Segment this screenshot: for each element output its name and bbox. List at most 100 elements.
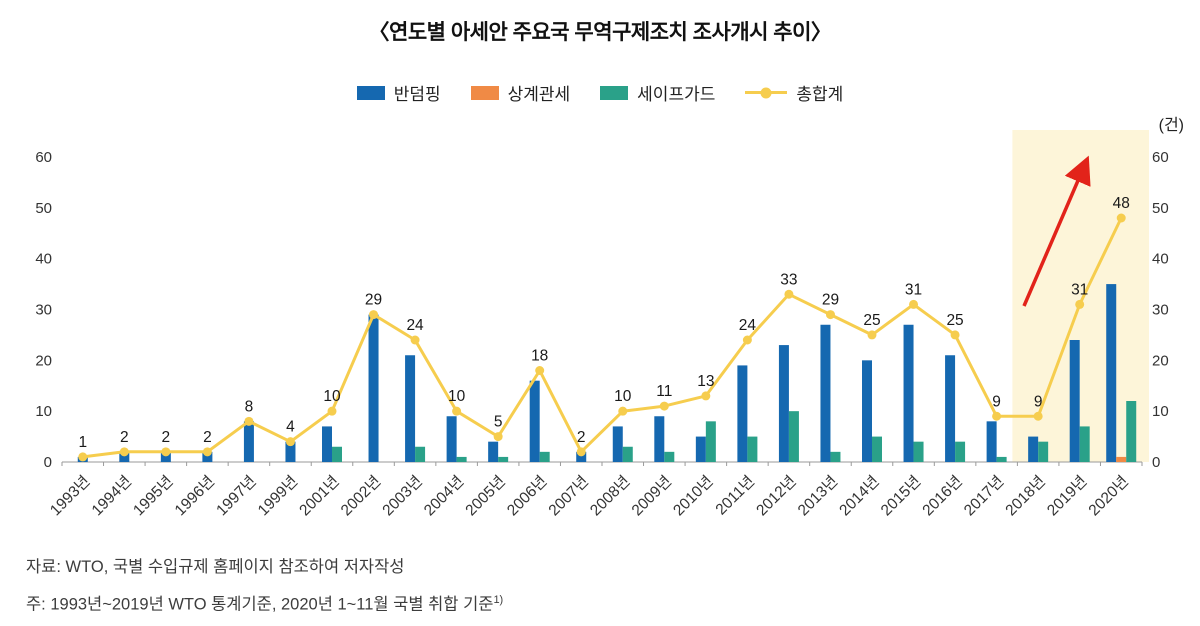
bar-반덤핑-2004년	[446, 416, 457, 462]
bar-상계관세-2020년	[1116, 456, 1127, 462]
legend-item-0: 반덤핑	[356, 80, 441, 105]
bar-세이프가드-2017년	[996, 456, 1007, 462]
total-data-label: 9	[992, 393, 1001, 410]
total-line-point	[327, 406, 337, 416]
axis-unit-label: (건)	[1158, 117, 1184, 134]
total-line-point	[992, 411, 1002, 421]
x-axis-label: 1995년	[129, 472, 176, 519]
bar-반덤핑-2001년	[322, 426, 332, 462]
legend-label: 반덤핑	[393, 85, 441, 104]
y-axis-tick-label-right: 40	[1152, 251, 1169, 268]
total-data-label: 29	[822, 292, 839, 309]
total-data-label: 13	[697, 373, 714, 390]
total-line-point	[1075, 299, 1085, 309]
total-line-point	[825, 310, 835, 320]
bar-세이프가드-2005년	[498, 456, 509, 462]
bar-세이프가드-2014년	[872, 436, 882, 462]
bar-세이프가드-2008년	[622, 446, 633, 462]
y-axis-tick-label-right: 10	[1152, 403, 1169, 420]
bar-반덤핑-2020년	[1106, 284, 1117, 462]
bar-세이프가드-2015년	[913, 441, 924, 462]
x-axis-label: 2001년	[296, 472, 343, 519]
x-axis-label: 2010년	[669, 472, 716, 519]
total-line-point	[535, 366, 545, 375]
x-axis-label: 2020년	[1085, 472, 1132, 519]
bar-반덤핑-2015년	[903, 324, 914, 462]
bar-반덤핑-2012년	[778, 345, 789, 462]
bar-반덤핑-2006년	[529, 380, 540, 462]
bar-반덤핑-2010년	[695, 436, 706, 462]
bar-세이프가드-2019년	[1079, 426, 1090, 462]
bar-반덤핑-2008년	[612, 426, 623, 462]
x-axis-label: 2015년	[877, 472, 924, 519]
total-data-label: 18	[531, 348, 548, 365]
bar-세이프가드-2020년	[1126, 401, 1137, 462]
bar-반덤핑-1997년	[243, 421, 254, 462]
x-axis-label: 1993년	[46, 472, 93, 519]
bar-반덤핑-2018년	[1028, 436, 1039, 462]
basis-note-text: 주: 1993년~2019년 WTO 통계기준, 2020년 1~11월 국별 …	[26, 595, 494, 614]
total-data-label: 33	[780, 271, 797, 288]
total-line-point	[119, 447, 129, 457]
total-line-point	[950, 330, 960, 340]
y-axis-tick-label-left: 50	[35, 200, 52, 217]
x-axis-label: 1999년	[254, 472, 301, 519]
y-axis-tick-label-left: 40	[35, 251, 52, 268]
total-line-point	[369, 310, 379, 320]
bar-반덤핑-2013년	[820, 324, 831, 462]
total-line-point	[1116, 213, 1126, 223]
total-line-point	[909, 299, 919, 309]
x-axis-label: 2007년	[545, 472, 592, 519]
bar-반덤핑-2005년	[488, 441, 499, 462]
legend-item-3: 총합계	[745, 80, 843, 105]
legend-line-marker-icon	[745, 87, 788, 98]
total-data-label: 25	[863, 312, 880, 329]
total-data-label: 11	[656, 383, 672, 400]
bar-반덤핑-1999년	[285, 441, 296, 462]
total-data-label: 10	[323, 388, 341, 405]
x-axis-label: 2016년	[919, 472, 966, 519]
y-axis-tick-label-right: 30	[1152, 302, 1169, 319]
x-axis-label: 2012년	[753, 472, 800, 519]
total-data-label: 2	[577, 429, 586, 446]
bar-반덤핑-1995년	[160, 451, 171, 462]
bar-세이프가드-2003년	[415, 446, 426, 462]
legend-swatch-icon	[470, 85, 499, 100]
total-line-point	[659, 401, 669, 411]
total-data-label: 2	[120, 429, 129, 446]
total-line-point	[618, 406, 628, 416]
total-data-label: 5	[494, 414, 503, 431]
bar-세이프가드-2004년	[456, 456, 467, 462]
total-data-label: 9	[1034, 393, 1043, 410]
x-axis-label: 2009년	[628, 472, 675, 519]
bar-세이프가드-2011년	[747, 436, 758, 462]
y-axis-tick-label-right: 0	[1152, 454, 1160, 471]
chart-legend: 반덤핑 상계관세 세이프가드 총합계	[0, 80, 1200, 105]
y-axis-tick-label-left: 60	[35, 149, 52, 166]
bar-반덤핑-1996년	[202, 451, 213, 462]
total-data-label: 29	[365, 292, 382, 309]
bar-세이프가드-2018년	[1038, 441, 1049, 462]
y-axis-tick-label-left: 0	[44, 454, 52, 471]
bar-세이프가드-2001년	[332, 446, 342, 462]
x-axis-label: 2017년	[960, 472, 1007, 519]
bar-반덤핑-2003년	[405, 355, 416, 462]
total-line-point	[202, 447, 212, 457]
total-line-point	[452, 406, 462, 416]
x-axis-label: 2014년	[836, 472, 883, 519]
total-line-point	[78, 452, 88, 462]
bar-세이프가드-2012년	[788, 411, 799, 462]
source-note: 자료: WTO, 국별 수입규제 홈페이지 참조하여 저자작성	[26, 551, 503, 584]
footnote-marker: 1)	[493, 594, 504, 606]
total-line-point	[742, 335, 752, 345]
total-line-point	[1033, 411, 1043, 421]
x-axis-label: 2006년	[503, 472, 550, 519]
legend-swatch-icon	[356, 85, 385, 100]
legend-label: 세이프가드	[637, 85, 716, 104]
bar-반덤핑-2019년	[1069, 340, 1080, 462]
x-axis-label: 1996년	[171, 472, 218, 519]
total-line-point	[285, 437, 295, 447]
total-line-point	[784, 289, 794, 299]
total-line-point	[701, 391, 711, 401]
